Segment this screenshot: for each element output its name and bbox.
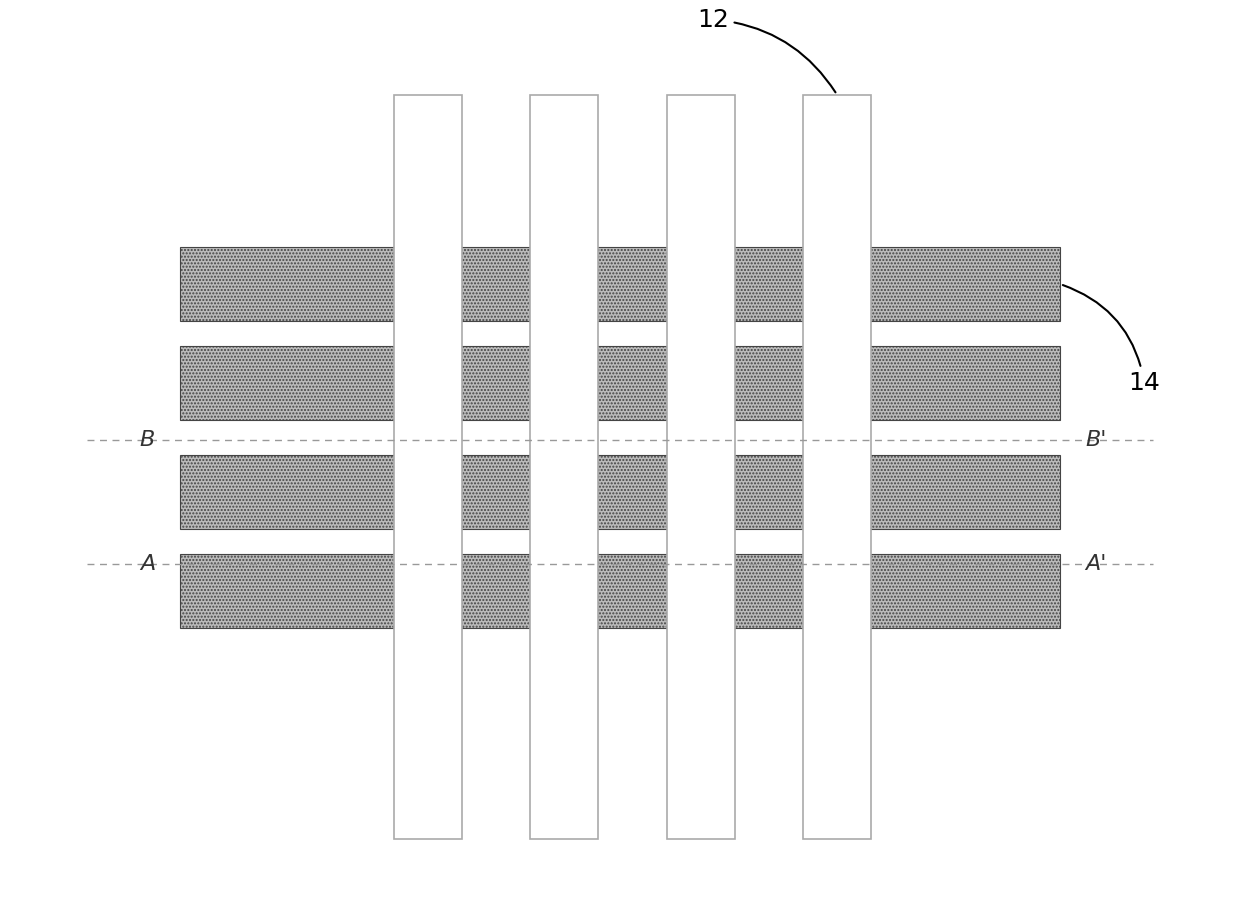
- Bar: [180, 247, 1060, 321]
- Bar: [667, 95, 734, 839]
- Bar: [180, 346, 1060, 420]
- Bar: [180, 554, 1060, 628]
- Text: B: B: [140, 430, 155, 450]
- Text: A': A': [1085, 554, 1106, 574]
- Text: 12: 12: [697, 7, 836, 92]
- Text: B': B': [1085, 430, 1106, 450]
- Bar: [531, 95, 598, 839]
- Bar: [180, 455, 1060, 529]
- Text: 14: 14: [1063, 285, 1161, 395]
- Bar: [393, 95, 461, 839]
- Text: A: A: [140, 554, 155, 574]
- Bar: [804, 95, 872, 839]
